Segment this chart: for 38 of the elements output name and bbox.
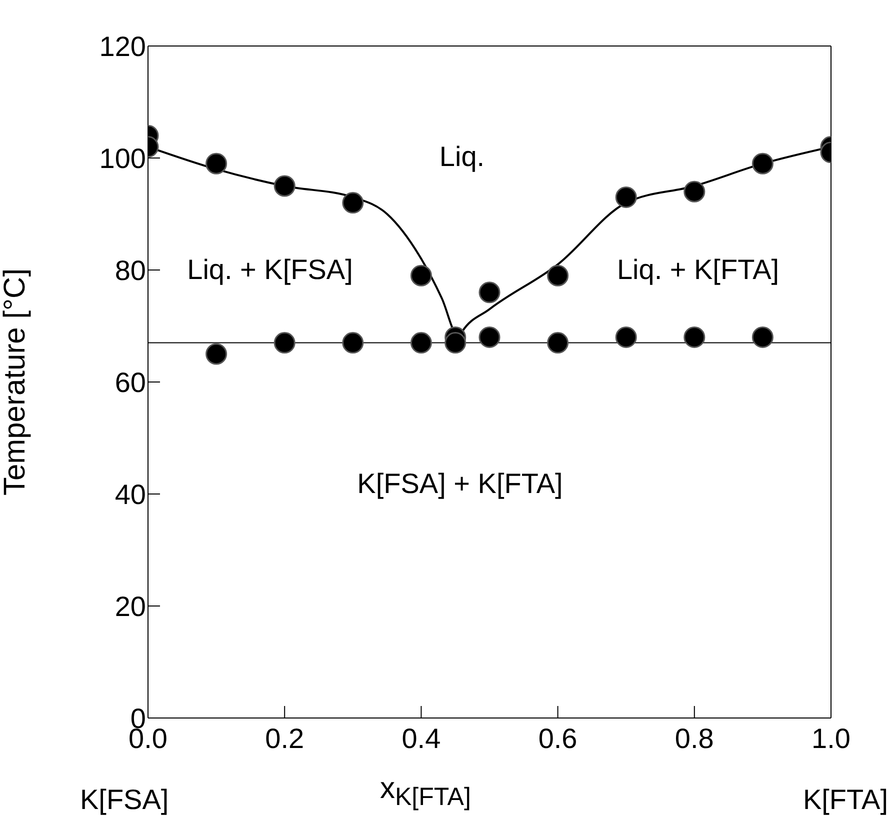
y-tick-label: 40 (114, 479, 146, 510)
point (684, 180, 706, 202)
point (615, 326, 637, 348)
point (547, 332, 569, 354)
x-tick-label: 0.6 (538, 723, 578, 754)
point (752, 326, 774, 348)
point (752, 152, 774, 174)
point (478, 282, 500, 304)
point (206, 343, 228, 365)
point (342, 192, 364, 214)
y-tick-label: 60 (114, 367, 146, 398)
x-tick-label: 0.4 (402, 723, 441, 754)
y-axis-title: Temperature [°C] (0, 268, 32, 496)
point (410, 264, 432, 286)
y-tick-label: 120 (99, 31, 146, 62)
point (684, 326, 706, 348)
annotation: Liq. (439, 141, 485, 173)
x-tick-label: 0.8 (674, 723, 714, 754)
point (206, 152, 228, 174)
point (274, 332, 296, 354)
text: K[FSA] (80, 784, 169, 816)
y-tick-label: 80 (114, 255, 146, 286)
point (274, 175, 296, 197)
annotation: Liq. + K[FTA] (616, 254, 780, 286)
point (444, 332, 466, 354)
point (342, 332, 364, 354)
point (615, 186, 637, 208)
y-tick-label: 100 (99, 143, 146, 174)
x-tick-label: 1.0 (812, 723, 850, 754)
point (547, 264, 569, 286)
y-tick-label: 20 (114, 591, 146, 622)
point (410, 332, 432, 354)
x-tick-label: 0.2 (265, 723, 304, 754)
annotation: K[FSA] + K[FTA] (357, 468, 563, 500)
annotation: Liq. + K[FSA] (187, 254, 353, 286)
x-axis-title: x$_{K[FTA]}$ (380, 772, 471, 812)
text: K[FTA] (802, 784, 888, 816)
point (478, 326, 500, 348)
